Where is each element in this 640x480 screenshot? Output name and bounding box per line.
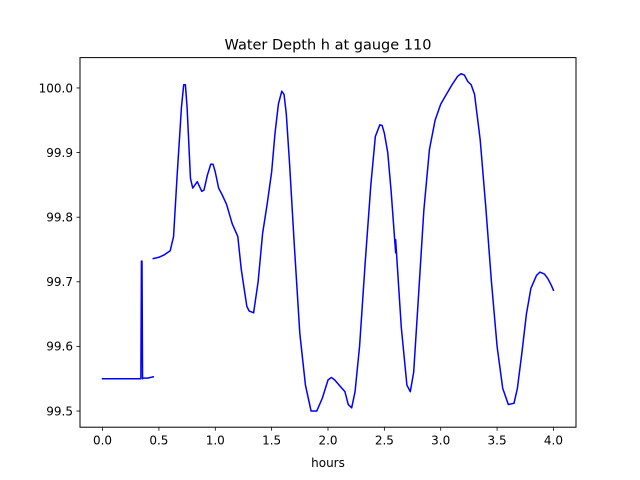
plot-area	[101, 73, 555, 412]
series-line-segment-1-1	[101, 260, 155, 380]
y-tick-label: 99.5	[46, 404, 73, 418]
y-tick-label: 99.8	[46, 211, 73, 225]
series-line-segment-1-2	[152, 83, 397, 412]
y-tick-label: 100.0	[39, 81, 73, 95]
y-tick-label: 99.9	[46, 146, 73, 160]
x-tick-label: 0.5	[149, 434, 168, 448]
x-tick-label: 3.0	[431, 434, 450, 448]
x-tick-label: 0.0	[93, 434, 112, 448]
x-axis-label: hours	[311, 456, 345, 470]
x-tick-label: 1.0	[206, 434, 225, 448]
y-axis: 99.5 99.6 99.7 99.8 99.9 100.0	[39, 81, 80, 418]
x-tick-label: 3.5	[488, 434, 507, 448]
x-axis: 0.0 0.5 1.0 1.5 2.0 2.5 3.0 3.5 4.0	[93, 427, 563, 448]
chart-title: Water Depth h at gauge 110	[225, 38, 432, 54]
series-line-segment-1-3	[394, 73, 555, 406]
x-tick-label: 2.5	[375, 434, 394, 448]
x-tick-label: 2.0	[318, 434, 337, 448]
y-tick-label: 99.7	[46, 275, 73, 289]
y-tick-label: 99.6	[46, 340, 73, 354]
x-tick-label: 1.5	[262, 434, 281, 448]
x-tick-label: 4.0	[544, 434, 563, 448]
